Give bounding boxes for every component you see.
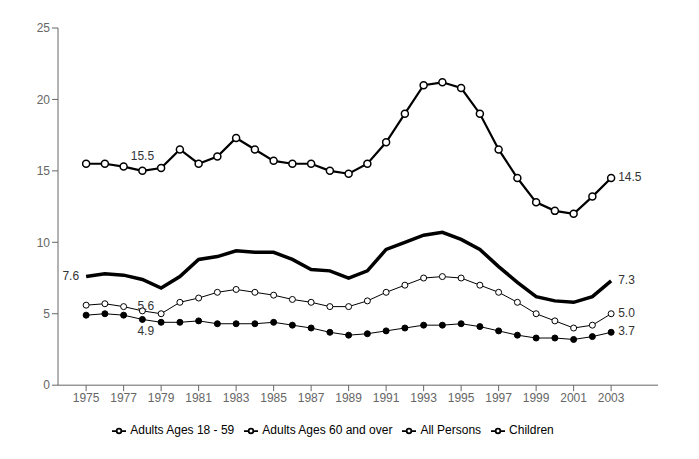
svg-text:0: 0 <box>43 378 50 392</box>
svg-text:1995: 1995 <box>448 391 475 405</box>
svg-text:2001: 2001 <box>560 391 587 405</box>
html-text:Adults Ages 18 - 59: Adults Ages 18 - 59 <box>130 423 235 438</box>
svg-text:1975: 1975 <box>73 391 100 405</box>
svg-text:1985: 1985 <box>260 391 287 405</box>
svg-text:3.7: 3.7 <box>618 324 635 338</box>
svg-text:20: 20 <box>37 93 51 107</box>
svg-text:1983: 1983 <box>223 391 250 405</box>
svg-text:1993: 1993 <box>410 391 437 405</box>
svg-text:7.3: 7.3 <box>618 273 635 287</box>
svg-text:4.9: 4.9 <box>137 324 154 338</box>
html-text:Adults Ages 60 and over: Adults Ages 60 and over <box>262 423 393 438</box>
svg-text:7.6: 7.6 <box>62 269 79 283</box>
svg-text:25: 25 <box>37 21 51 35</box>
svg-text:1979: 1979 <box>148 391 175 405</box>
svg-text:1981: 1981 <box>185 391 212 405</box>
svg-text:5: 5 <box>43 307 50 321</box>
svg-text:2003: 2003 <box>598 391 625 405</box>
svg-text:1997: 1997 <box>485 391 512 405</box>
svg-text:1977: 1977 <box>110 391 137 405</box>
svg-text:1991: 1991 <box>373 391 400 405</box>
svg-text:5.6: 5.6 <box>137 298 155 313</box>
html-text:All Persons: All Persons <box>420 423 482 438</box>
svg-text:1999: 1999 <box>523 391 550 405</box>
svg-text:1987: 1987 <box>298 391 325 405</box>
svg-text:1989: 1989 <box>335 391 362 405</box>
svg-text:14.5: 14.5 <box>618 170 642 184</box>
svg-text:15: 15 <box>37 164 51 178</box>
svg-text:5.0: 5.0 <box>618 306 635 320</box>
svg-text:15.5: 15.5 <box>131 149 155 163</box>
svg-text:10: 10 <box>37 236 51 250</box>
html-text:Children: Children <box>509 423 554 438</box>
